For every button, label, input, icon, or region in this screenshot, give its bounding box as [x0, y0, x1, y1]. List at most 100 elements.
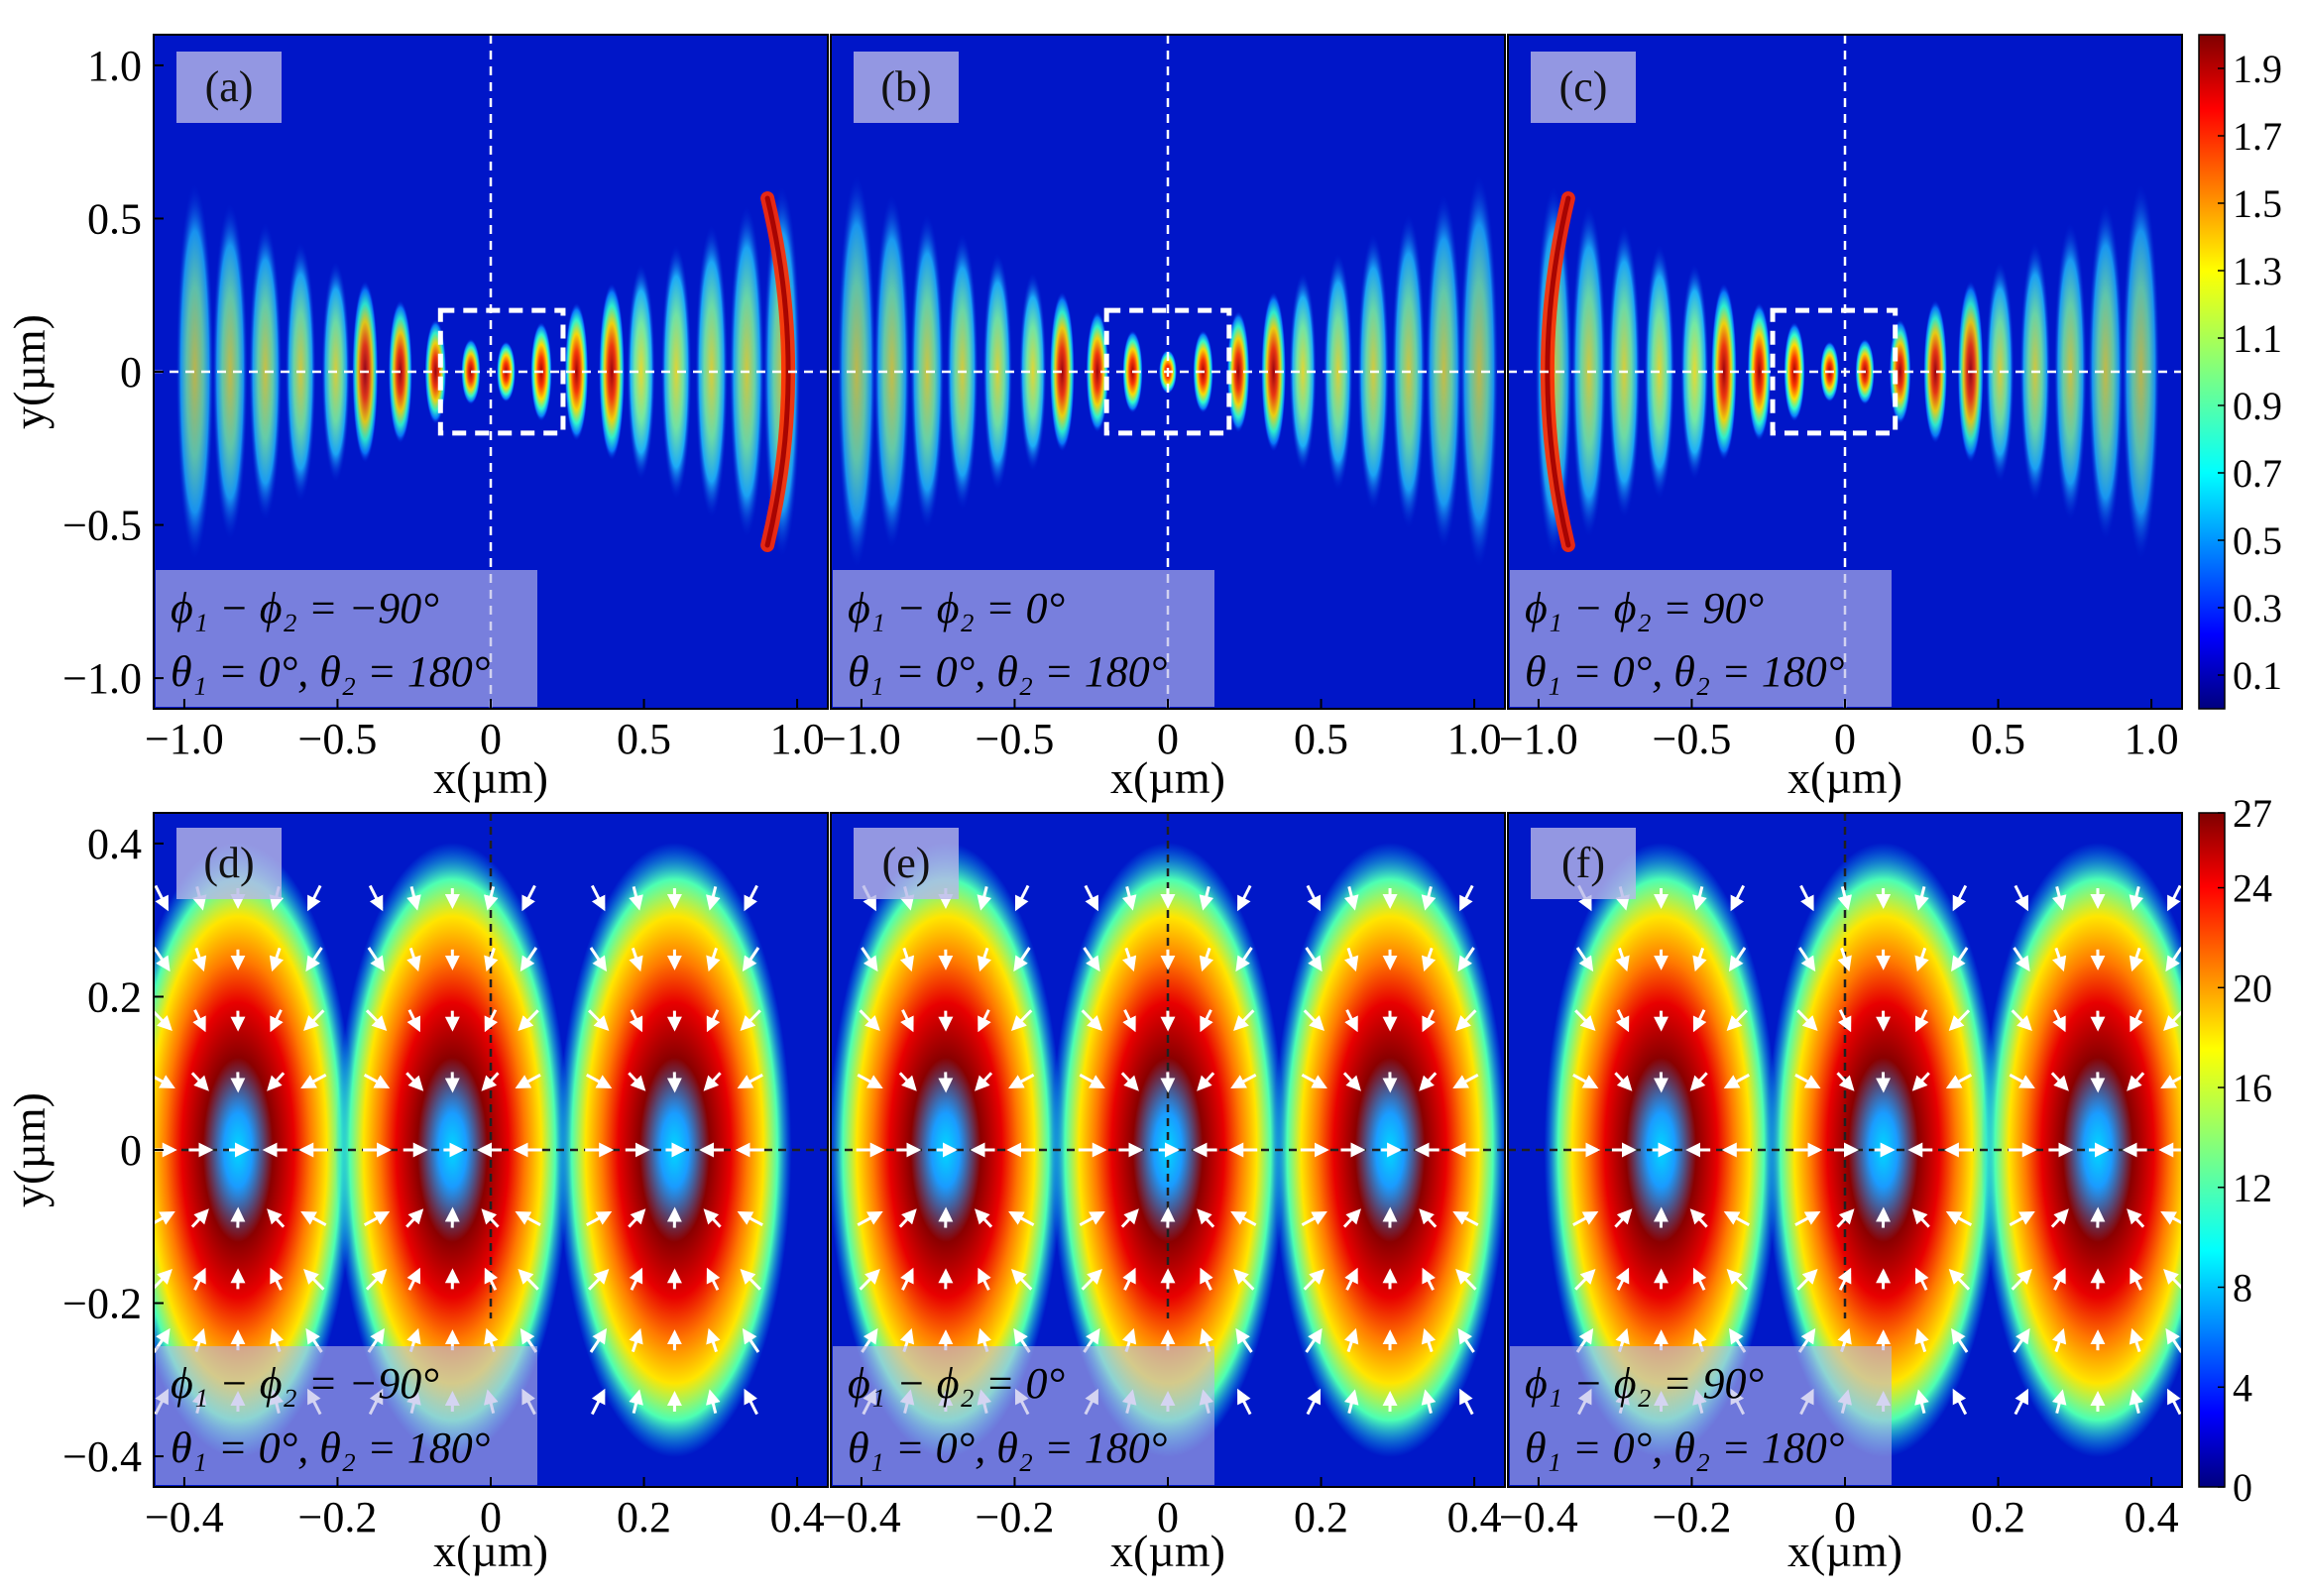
- field-arrow: [1008, 1210, 1035, 1227]
- field-arrow: [1421, 1389, 1437, 1415]
- field-arrow: [1692, 1009, 1707, 1033]
- field-arrow: [861, 947, 878, 972]
- x-tick-label: 0.2: [617, 1493, 671, 1541]
- field-arrow: [365, 1268, 388, 1291]
- field-arrow: [1344, 947, 1359, 972]
- field-arrow: [1948, 1009, 1971, 1032]
- field-arrow: [590, 884, 606, 912]
- top-y-axis-label: y(µm): [4, 314, 55, 429]
- heatmap-panel-c: (c) ϕ₁ − ϕ₂ = 90° θ₁ = 0°, θ₂ = 180°: [1508, 35, 2182, 709]
- field-arrow: [192, 1267, 206, 1291]
- field-arrow: [1692, 1267, 1707, 1291]
- field-arrow: [1951, 947, 1969, 972]
- field-arrow: [2129, 885, 2144, 911]
- field-arrow: [900, 1009, 914, 1033]
- field-arrow: [1575, 947, 1594, 972]
- panel-f-annotation-box: [1510, 1346, 1892, 1485]
- highlight-box: [1103, 307, 1232, 436]
- field-arrow: [1796, 1268, 1818, 1291]
- field-arrow: [1837, 1009, 1852, 1033]
- panel-c-annotation-box: [1510, 570, 1892, 707]
- top-axes: −1.0 −0.5 0 0.5 1.0−1.0 −0.5 0 0.5 1.0−1.0 −0.5 0 0…: [62, 34, 2183, 763]
- field-arrow: [269, 947, 285, 972]
- field-arrow: [2163, 1268, 2182, 1291]
- panel-e-phase-text: ϕ₁ − ϕ₂ = 0°: [848, 1359, 1065, 1408]
- fringe-band: [564, 302, 589, 441]
- field-arrow: [1726, 1009, 1748, 1032]
- field-arrow: [2163, 1009, 2182, 1032]
- field-arrow: [1914, 1327, 1929, 1353]
- colorbar-tick-label: 1.1: [2233, 316, 2282, 361]
- panel-c-label: (c): [1559, 62, 1608, 111]
- bottom-colorbar-ticks: 27 24 20 16 12 8 4 0: [2218, 791, 2272, 1510]
- field-arrow: [1079, 1210, 1105, 1227]
- x-tick-label: 1.0: [2125, 715, 2179, 763]
- field-arrow: [1303, 1268, 1325, 1291]
- panel-d-annotation-box: [156, 1346, 537, 1485]
- x-tick-label: −0.4: [822, 1493, 901, 1541]
- bottom-axes: −0.4 −0.2 0 0.2 0.4−0.4 −0.2 0 0.2 0.4−0.4 −0.2 0 0…: [62, 812, 2183, 1541]
- fringe-band: [1019, 272, 1047, 472]
- field-arrow: [1728, 947, 1747, 972]
- panel-a-fringes: [154, 35, 828, 709]
- field-arrow: [1343, 885, 1359, 911]
- field-arrow: [2051, 947, 2067, 972]
- x-tick-label: −1.0: [822, 715, 901, 763]
- field-arrow: [1837, 947, 1852, 972]
- field-arrow: [1692, 885, 1707, 911]
- field-arrow: [1730, 884, 1746, 912]
- field-arrow: [2050, 1072, 2069, 1091]
- field-arrow: [2127, 1072, 2145, 1091]
- field-arrow: [1574, 1009, 1596, 1032]
- bottom-y-axis-label: y(µm): [4, 1092, 55, 1207]
- field-arrow: [1342, 1208, 1361, 1228]
- colorbar-tick-label: 24: [2233, 866, 2272, 911]
- field-arrow: [586, 1210, 613, 1227]
- field-arrow: [305, 947, 323, 972]
- field-arrow: [1305, 947, 1323, 972]
- field-arrow: [2014, 884, 2028, 912]
- field-arrow: [1422, 1009, 1436, 1033]
- panel-f-phase-text: ϕ₁ − ϕ₂ = 90°: [1525, 1359, 1764, 1408]
- field-arrow: [2052, 1267, 2066, 1291]
- field-arrow: [706, 1267, 721, 1291]
- fringe-band: [1323, 253, 1353, 491]
- field-arrow: [1836, 1072, 1855, 1091]
- field-arrow: [1615, 947, 1630, 972]
- field-arrow: [1797, 947, 1816, 972]
- field-arrow: [1122, 1009, 1136, 1033]
- field-arrow: [737, 1210, 763, 1227]
- field-arrow: [1421, 885, 1437, 911]
- field-arrow: [589, 947, 608, 972]
- field-arrow: [1419, 1072, 1438, 1091]
- panel-b-label-box: [854, 52, 959, 123]
- field-arrow: [737, 1073, 763, 1089]
- field-arrow: [154, 1009, 173, 1032]
- field-arrow: [270, 1009, 284, 1033]
- field-arrow: [1197, 1072, 1215, 1091]
- field-arrow: [2011, 1009, 2032, 1032]
- panel-c-fringes: [1508, 35, 2182, 709]
- y-tick-label: 0.4: [87, 820, 142, 868]
- field-arrow: [1914, 1389, 1929, 1415]
- field-arrow: [1235, 1327, 1253, 1353]
- field-arrow: [481, 1208, 500, 1228]
- field-arrow: [629, 1389, 643, 1415]
- colorbar-tick-label: 1.3: [2233, 249, 2282, 293]
- colorbar-tick-label: 20: [2233, 966, 2272, 1010]
- field-arrow: [1199, 947, 1214, 972]
- field-arrow: [2165, 947, 2182, 972]
- field-arrow: [1421, 947, 1437, 972]
- field-arrow: [1230, 1073, 1257, 1089]
- x-tick-label: 0: [1834, 1493, 1856, 1541]
- field-arrow: [2167, 1388, 2182, 1416]
- fringe-band: [1086, 310, 1109, 433]
- field-arrow: [483, 885, 499, 911]
- field-arrow: [1233, 1268, 1255, 1291]
- field-arrow: [484, 947, 499, 972]
- field-arrow: [1794, 1210, 1821, 1227]
- field-arrow: [629, 885, 643, 911]
- field-arrow: [1344, 1327, 1359, 1353]
- field-arrow: [1081, 1268, 1102, 1291]
- field-arrow: [515, 1210, 541, 1227]
